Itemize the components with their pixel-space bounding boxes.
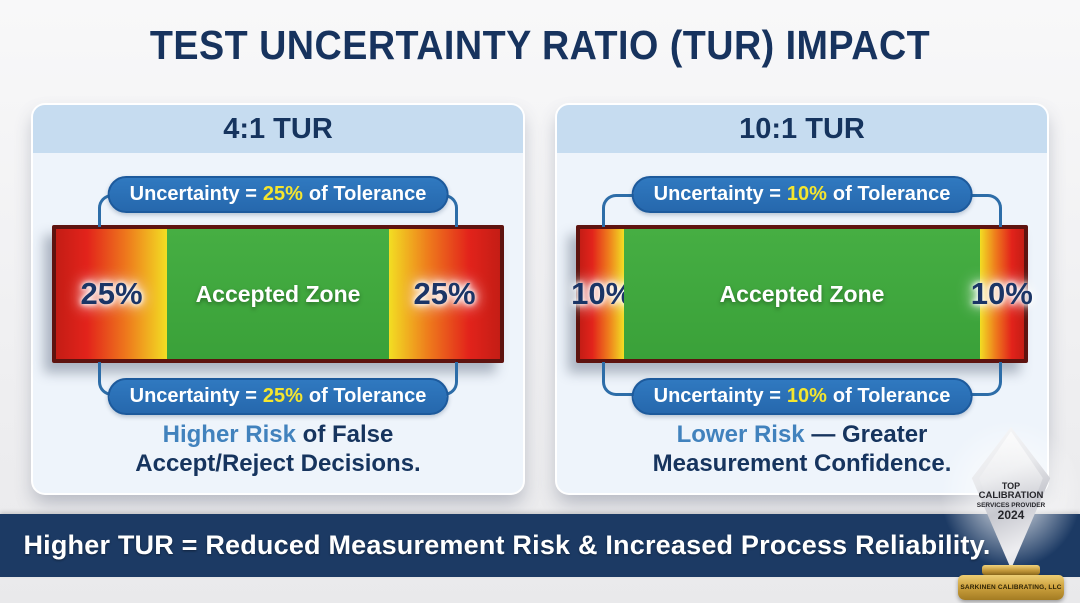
risk-highlight: Lower Risk bbox=[676, 421, 805, 448]
award-line-1: TOP bbox=[1001, 481, 1021, 491]
footer-banner: Higher TUR = Reduced Measurement Risk & … bbox=[0, 514, 1080, 577]
uncertainty-prefix: Uncertainty = bbox=[653, 183, 781, 205]
uncertainty-suffix: of Tolerance bbox=[832, 385, 951, 407]
trophy-nameplate: SARKINEN CALIBRATING, LLC bbox=[958, 575, 1064, 600]
accepted-zone-label: Accepted Zone bbox=[719, 280, 885, 307]
risk-line2: Measurement Confidence. bbox=[652, 450, 952, 478]
tolerance-bar: 10% Accepted Zone 10% bbox=[571, 225, 1033, 363]
footer-message: Higher TUR = Reduced Measurement Risk & … bbox=[23, 530, 991, 560]
uncertainty-badge-bottom: Uncertainty = 10% of Tolerance bbox=[631, 378, 973, 415]
uncertainty-badge-top: Uncertainty = 25% of Tolerance bbox=[107, 176, 449, 213]
panel-10-1-tur: 10:1 TUR Uncertainty = 10% of Tolerance … bbox=[557, 105, 1047, 493]
uncertainty-suffix: of Tolerance bbox=[308, 183, 427, 205]
panel-4-1-tur: 4:1 TUR Uncertainty = 25% of Tolerance 2… bbox=[33, 105, 523, 493]
page-title: TEST UNCERTAINTY RATIO (TUR) IMPACT bbox=[149, 22, 931, 68]
reject-zone-right: 25% bbox=[389, 229, 500, 359]
panel-body: Uncertainty = 25% of Tolerance 25% Accep… bbox=[33, 153, 523, 493]
reject-zone-left-label: 10% bbox=[571, 276, 634, 311]
risk-caption: Higher Risk of False Accept/Reject Decis… bbox=[33, 420, 523, 479]
panel-header: 4:1 TUR bbox=[33, 105, 523, 153]
risk-highlight: Higher Risk bbox=[162, 421, 296, 448]
panel-header: 10:1 TUR bbox=[557, 105, 1047, 153]
award-trophy: TOP CALIBRATION SERVICES PROVIDER 2024 S… bbox=[940, 419, 1080, 603]
uncertainty-percent: 25% bbox=[262, 183, 303, 205]
risk-line1-rest: — Greater bbox=[804, 421, 928, 448]
reject-zone-right: 10% bbox=[971, 229, 1033, 359]
uncertainty-prefix: Uncertainty = bbox=[653, 385, 781, 407]
uncertainty-percent: 25% bbox=[262, 385, 303, 407]
award-title: TOP CALIBRATION SERVICES PROVIDER 2024 bbox=[954, 481, 1068, 522]
risk-caption: Lower Risk — Greater Measurement Confide… bbox=[557, 420, 1047, 479]
uncertainty-suffix: of Tolerance bbox=[832, 183, 951, 205]
accepted-zone: Accepted Zone bbox=[624, 229, 980, 359]
panel-body: Uncertainty = 10% of Tolerance 10% Accep… bbox=[557, 153, 1047, 493]
company-name: SARKINEN CALIBRATING, LLC bbox=[960, 584, 1062, 591]
uncertainty-percent: 10% bbox=[786, 385, 827, 407]
risk-line1-rest: of False bbox=[296, 421, 394, 448]
reject-zone-left: 25% bbox=[56, 229, 167, 359]
uncertainty-badge-top: Uncertainty = 10% of Tolerance bbox=[631, 176, 973, 213]
accepted-zone-label: Accepted Zone bbox=[195, 280, 361, 307]
uncertainty-badge-bottom: Uncertainty = 25% of Tolerance bbox=[107, 378, 449, 415]
tolerance-bar-wrap: 10% Accepted Zone 10% bbox=[571, 225, 1033, 363]
uncertainty-prefix: Uncertainty = bbox=[129, 385, 257, 407]
tolerance-bar: 25% Accepted Zone 25% bbox=[52, 225, 504, 363]
reject-zone-right-label: 25% bbox=[413, 276, 476, 311]
uncertainty-prefix: Uncertainty = bbox=[129, 183, 257, 205]
reject-zone-left-label: 25% bbox=[80, 276, 143, 311]
trophy-base-ring bbox=[982, 565, 1040, 575]
tolerance-bar-wrap: 25% Accepted Zone 25% bbox=[52, 225, 504, 363]
reject-zone-left: 10% bbox=[571, 229, 633, 359]
accepted-zone: Accepted Zone bbox=[167, 229, 389, 359]
uncertainty-suffix: of Tolerance bbox=[308, 385, 427, 407]
award-line-2: CALIBRATION bbox=[978, 490, 1044, 502]
uncertainty-percent: 10% bbox=[786, 183, 827, 205]
risk-line2: Accept/Reject Decisions. bbox=[135, 450, 421, 478]
award-line-3: SERVICES PROVIDER bbox=[976, 501, 1046, 509]
reject-zone-right-label: 10% bbox=[970, 276, 1033, 311]
award-line-4: 2024 bbox=[997, 507, 1025, 522]
